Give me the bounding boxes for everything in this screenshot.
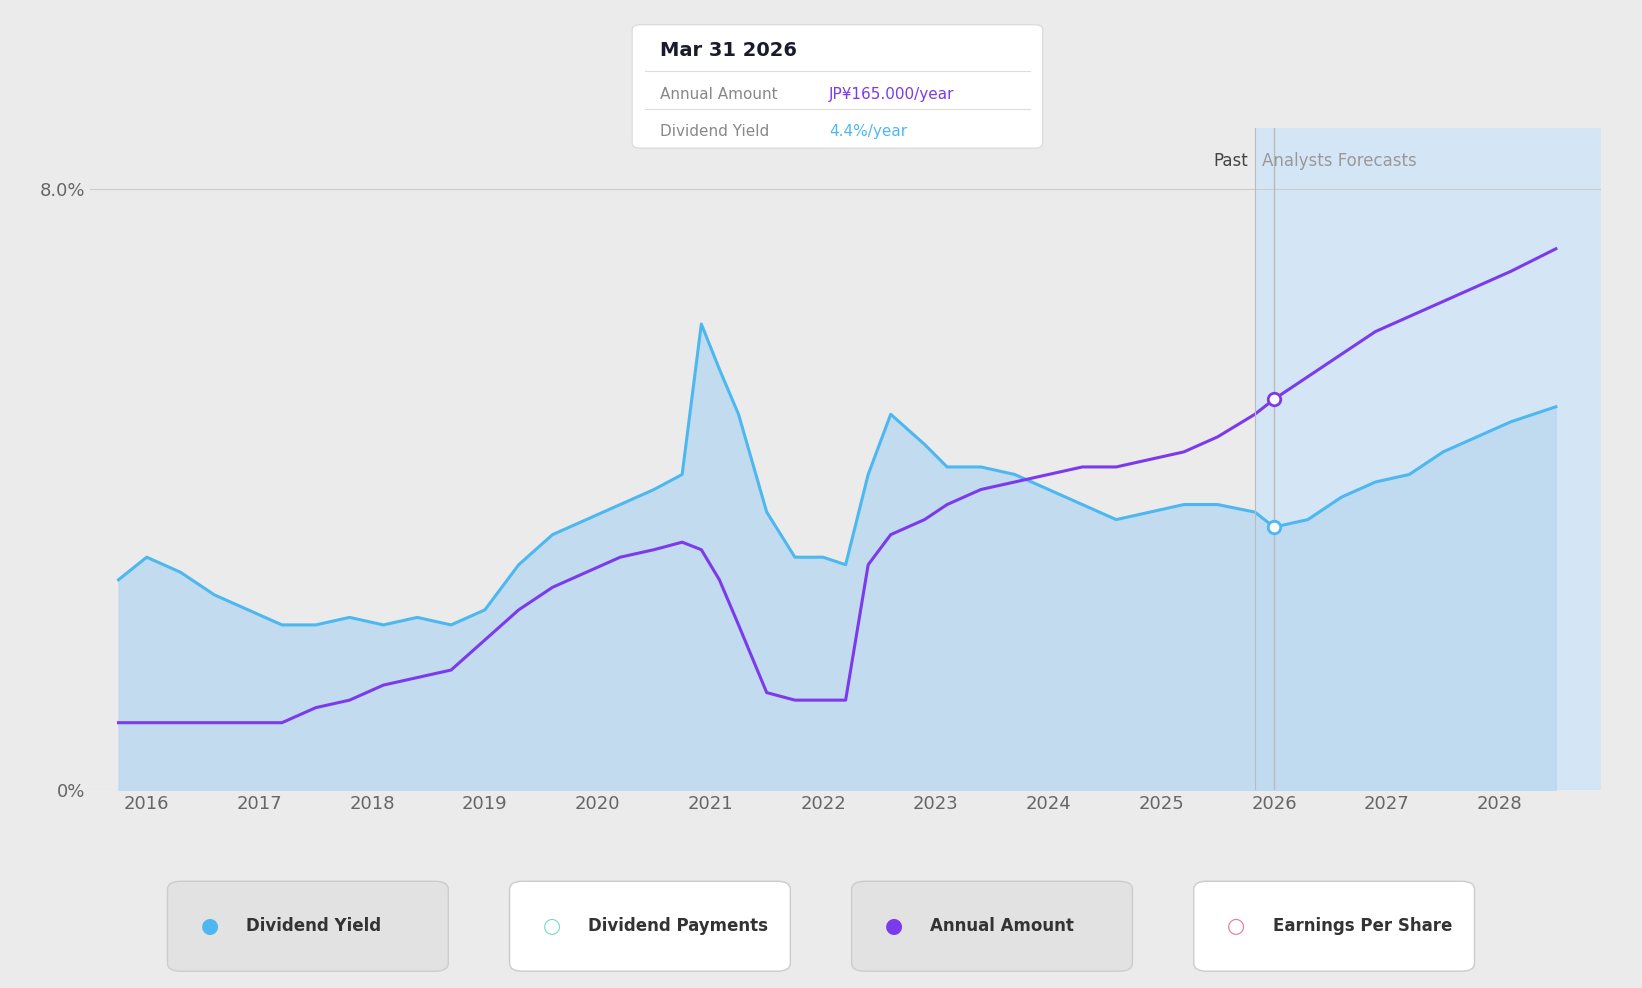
- Text: Analysts Forecasts: Analysts Forecasts: [1261, 151, 1417, 170]
- Text: ○: ○: [544, 916, 562, 937]
- Text: Dividend Payments: Dividend Payments: [588, 917, 768, 936]
- Text: 4.4%/year: 4.4%/year: [829, 124, 908, 139]
- Text: Annual Amount: Annual Amount: [660, 87, 778, 102]
- Text: JP¥165.000/year: JP¥165.000/year: [829, 87, 954, 102]
- Text: ●: ●: [885, 916, 903, 937]
- Text: Earnings Per Share: Earnings Per Share: [1273, 917, 1452, 936]
- Text: Past: Past: [1213, 151, 1248, 170]
- Text: ●: ●: [200, 916, 220, 937]
- Text: ○: ○: [1227, 916, 1246, 937]
- Text: Annual Amount: Annual Amount: [931, 917, 1074, 936]
- Text: Mar 31 2026: Mar 31 2026: [660, 41, 796, 60]
- Text: Dividend Yield: Dividend Yield: [246, 917, 381, 936]
- Bar: [1254, 128, 1601, 790]
- Text: Dividend Yield: Dividend Yield: [660, 124, 770, 139]
